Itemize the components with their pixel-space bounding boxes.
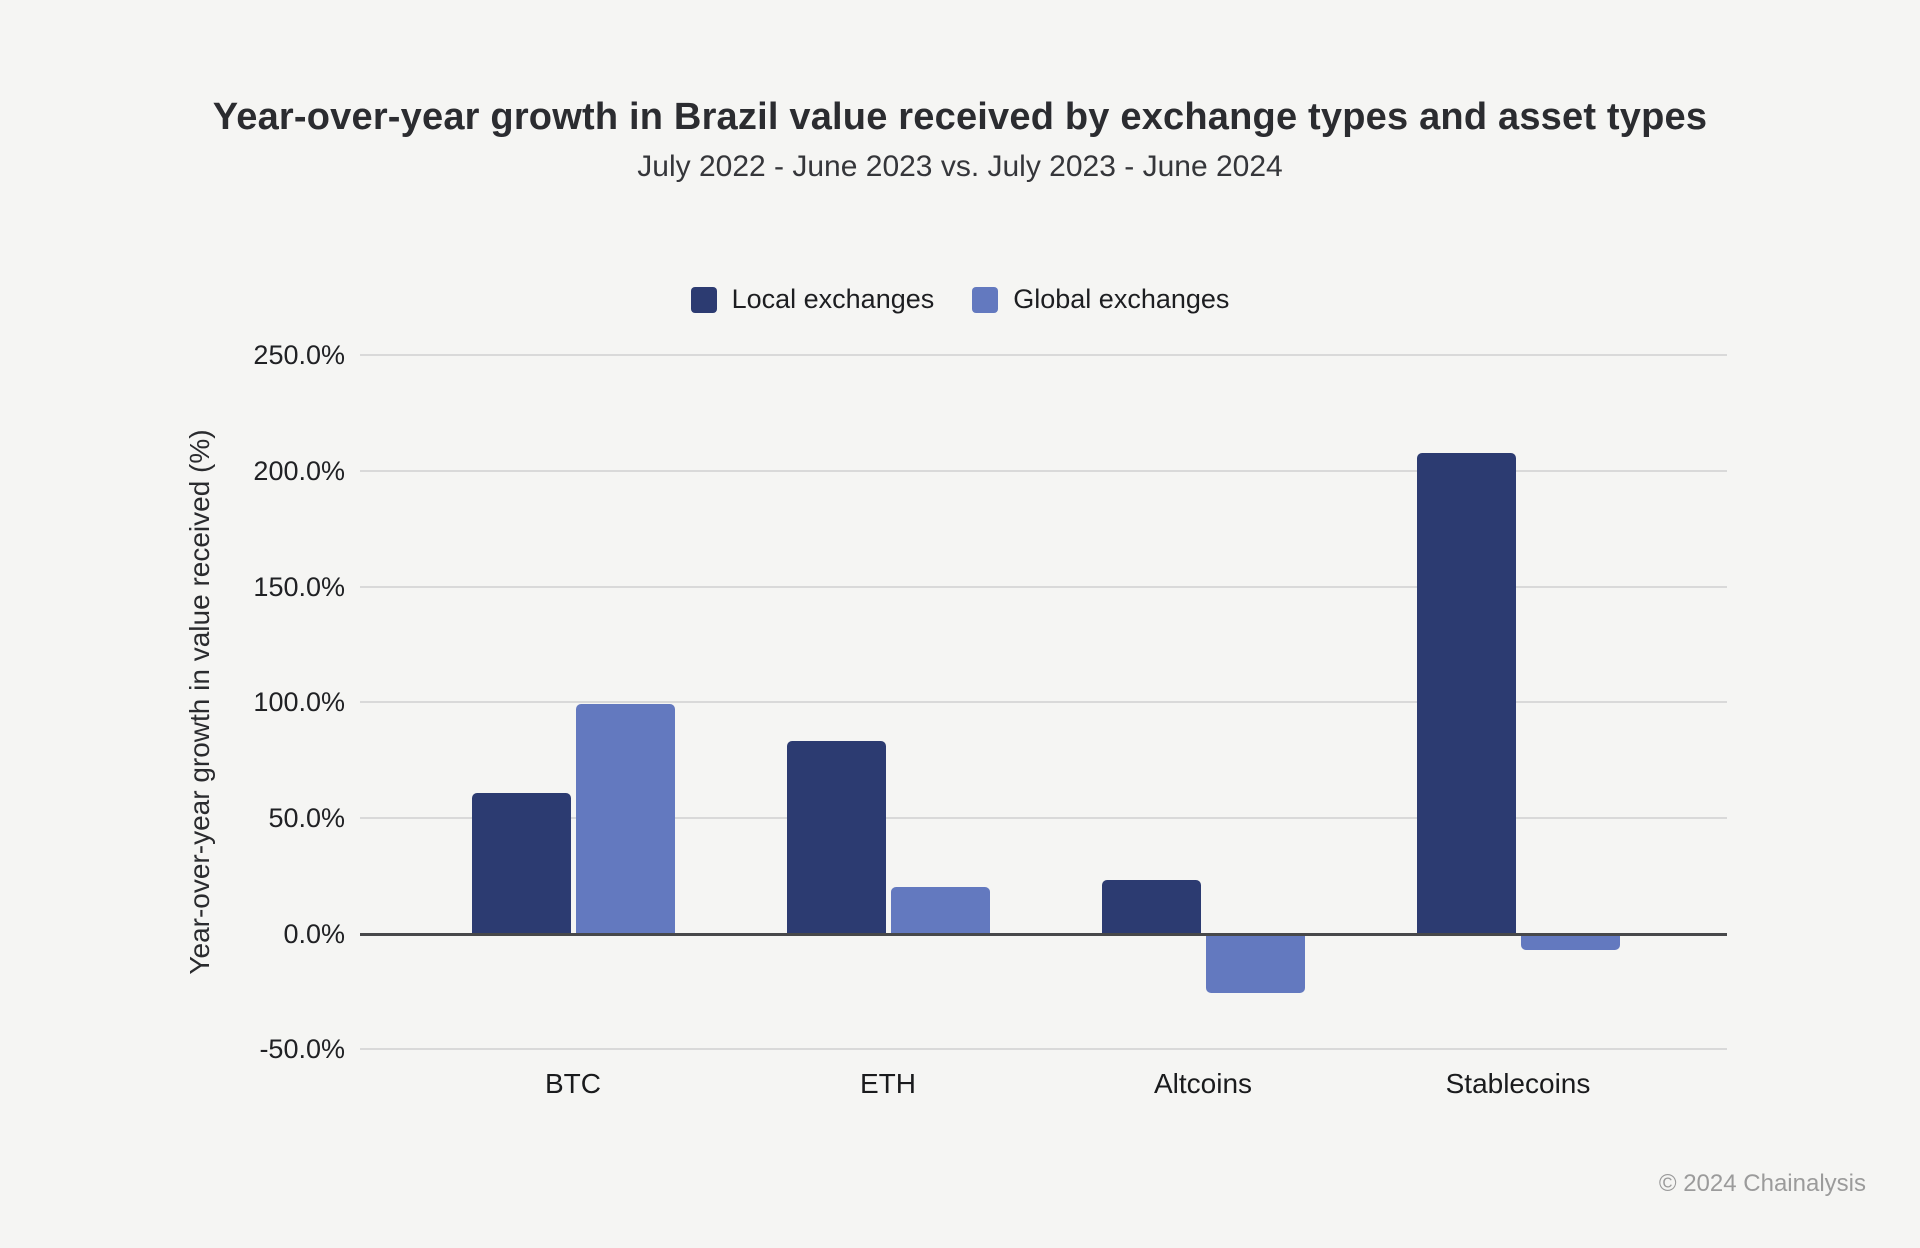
x-axis-label-eth: ETH — [860, 1068, 916, 1099]
y-tick-label--50: -50.0% — [259, 1034, 345, 1065]
bar-btc-local-exchanges — [471, 792, 571, 934]
gridline-150 — [360, 585, 1727, 588]
y-tick-label-0: 0.0% — [283, 918, 345, 949]
legend-swatch-local-exchanges — [690, 286, 717, 313]
legend-item-local-exchanges: Local exchanges — [690, 284, 935, 315]
gridline--50 — [360, 1048, 1727, 1051]
chart-legend: Local exchanges Global exchanges — [0, 284, 1920, 315]
bar-eth-local-exchanges — [786, 741, 886, 934]
gridline-250 — [360, 354, 1727, 357]
y-tick-label-250: 250.0% — [253, 340, 345, 371]
legend-label-global-exchanges: Global exchanges — [1013, 284, 1230, 314]
y-axis-title: Year-over-year growth in value received … — [184, 429, 215, 975]
bar-altcoins-local-exchanges — [1101, 879, 1201, 934]
gridline-200 — [360, 469, 1727, 472]
copyright-footer: © 2024 Chainalysis — [1658, 1170, 1866, 1197]
legend-item-global-exchanges: Global exchanges — [972, 284, 1229, 315]
bar-altcoins-global-exchanges — [1205, 933, 1305, 993]
x-axis-label-btc: BTC — [545, 1068, 601, 1099]
bar-eth-global-exchanges — [890, 887, 990, 934]
legend-label-local-exchanges: Local exchanges — [731, 284, 935, 314]
y-tick-label-50: 50.0% — [268, 802, 345, 833]
gridline-100 — [360, 701, 1727, 704]
y-tick-label-200: 200.0% — [253, 455, 345, 486]
y-tick-label-100: 100.0% — [253, 687, 345, 718]
page-title: Year-over-year growth in Brazil value re… — [212, 96, 1708, 138]
bar-stablecoins-global-exchanges — [1520, 933, 1620, 950]
x-axis-label-stablecoins: Stablecoins — [1445, 1068, 1591, 1099]
page-subtitle: July 2022 - June 2023 vs. July 2023 - Ju… — [637, 150, 1283, 183]
bar-stablecoins-local-exchanges — [1416, 452, 1516, 934]
y-tick-label-150: 150.0% — [253, 571, 345, 602]
x-axis-zero-line — [360, 932, 1727, 936]
gridline-50 — [360, 816, 1727, 819]
legend-swatch-global-exchanges — [972, 286, 999, 313]
x-axis-label-altcoins: Altcoins — [1153, 1068, 1253, 1099]
bar-btc-global-exchanges — [575, 703, 675, 934]
chart-plot-area: 250.0% 200.0% 150.0% 100.0% 50.0% 0.0% -50.0% B… — [253, 340, 1727, 1140]
